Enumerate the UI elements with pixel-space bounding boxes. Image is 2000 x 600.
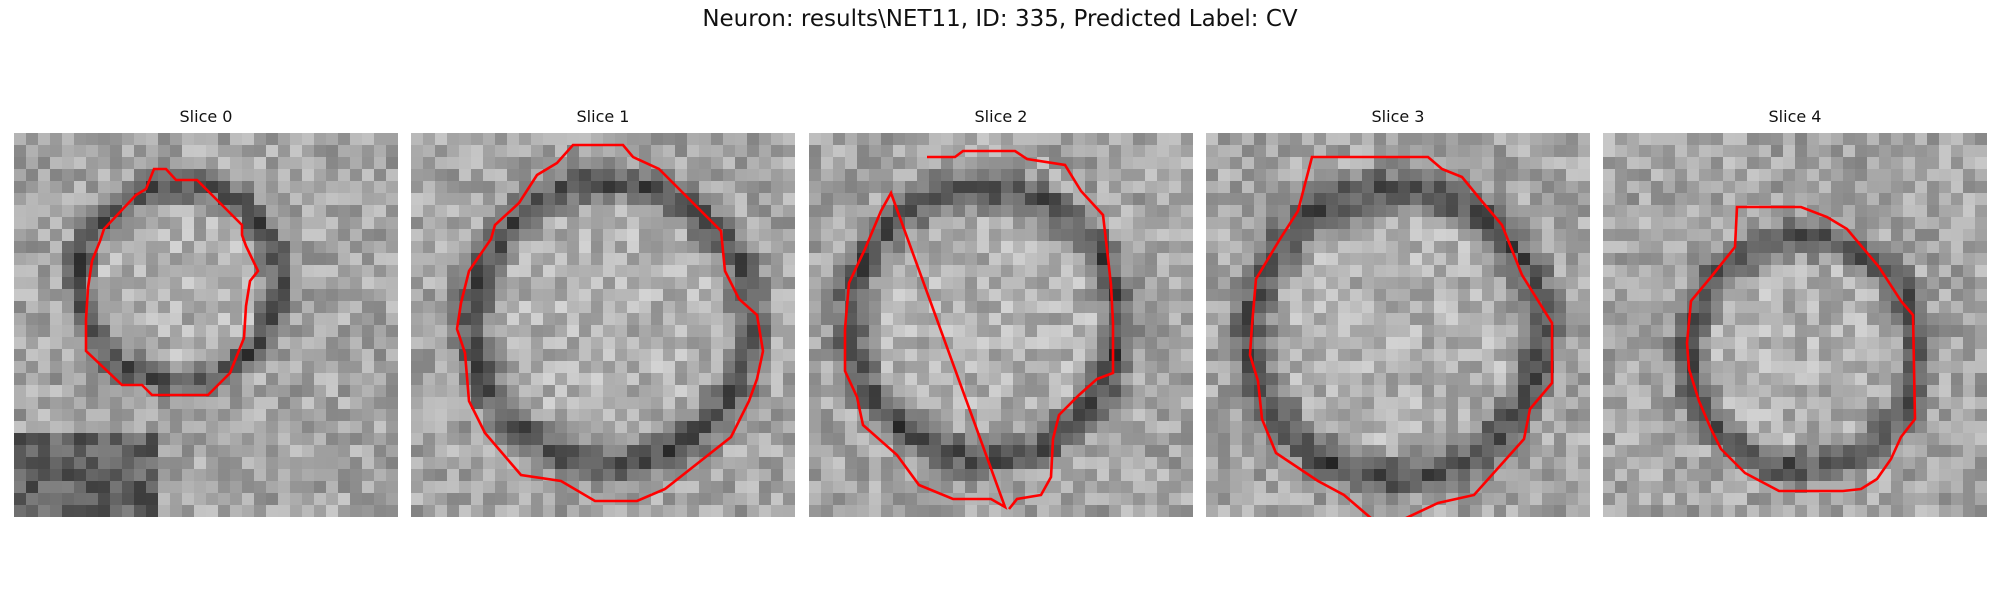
slice-image bbox=[14, 133, 398, 517]
contour-outline bbox=[843, 149, 1115, 510]
slice-image bbox=[1206, 133, 1590, 517]
slice-image bbox=[1603, 133, 1987, 517]
contour-outline bbox=[1685, 205, 1917, 493]
slice-title: Slice 0 bbox=[179, 107, 233, 126]
slice-title: Slice 3 bbox=[1371, 107, 1425, 126]
slice-image bbox=[809, 133, 1193, 517]
contour-outline bbox=[1248, 155, 1554, 517]
slice-title: Slice 1 bbox=[576, 107, 630, 126]
slice-title: Slice 4 bbox=[1768, 107, 1822, 126]
contour-outline bbox=[455, 143, 765, 503]
slice-image bbox=[411, 133, 795, 517]
contour-outline bbox=[84, 167, 260, 397]
figure-title: Neuron: results\NET11, ID: 335, Predicte… bbox=[702, 6, 1298, 32]
slice-title: Slice 2 bbox=[974, 107, 1028, 126]
